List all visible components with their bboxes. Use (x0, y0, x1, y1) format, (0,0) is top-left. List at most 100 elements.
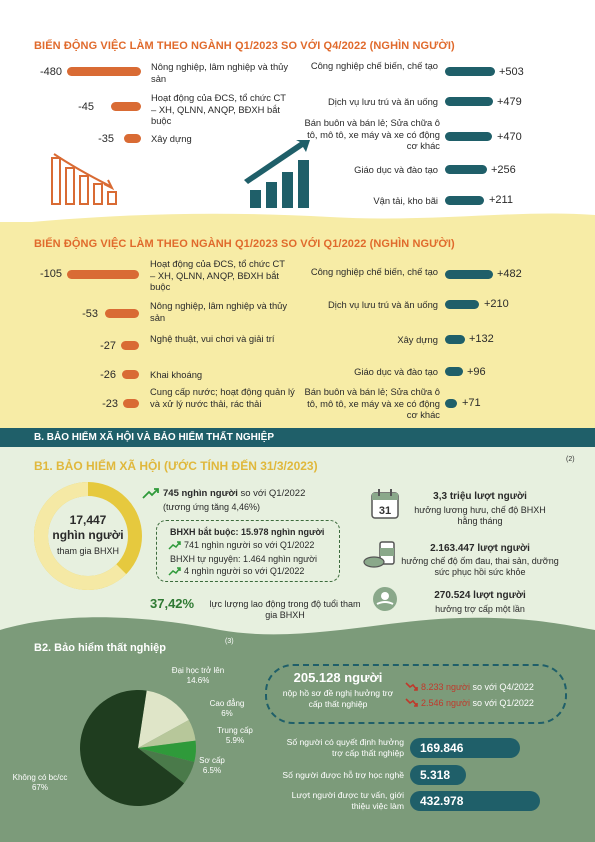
donut-unit: nghìn người (52, 528, 124, 542)
pie-label-text: Không có bc/cc (12, 773, 68, 782)
bar-pos (445, 97, 493, 106)
bar-neg (124, 134, 141, 143)
pie-label-primary: Sơ cấp 6.5% (182, 756, 242, 776)
label-pos: Giáo dục và đào tạo (354, 164, 438, 175)
label-pos: Giáo dục và đào tạo (354, 366, 438, 377)
bhxh-bb-inc: 741 nghìn người so với Q1/2022 (184, 540, 315, 550)
bar-pos (445, 335, 465, 344)
bar-pos (445, 67, 495, 76)
label-pos: Công nghiệp chế biến, chế tạo (310, 266, 438, 277)
pie-label-text: Cao đẳng (209, 699, 245, 708)
pie-label-text: Trung cấp (217, 726, 253, 735)
pie-label-none: Không có bc/cc 67% (0, 773, 80, 793)
bar-neg (122, 370, 139, 379)
pie-label-pct: 67% (31, 783, 48, 792)
label-neg: Nông nghiệp, lâm nghiệp và thủy sản (151, 61, 289, 84)
row-label: Lượt người được tư vấn, giới thiệu việc … (291, 790, 404, 811)
value-neg: -480 (39, 66, 62, 78)
bar-pos (445, 300, 479, 309)
b2-apply-box (265, 664, 567, 724)
b1-increase: 745 nghìn người so với Q1/2022 (163, 488, 363, 499)
section-band-b: B. BẢO HIỂM XÃ HỘI VÀ BẢO HIỂM THẤT NGHI… (0, 428, 595, 447)
bar-neg (111, 102, 141, 111)
value-pos: +71 (462, 397, 481, 409)
bar-pos (445, 165, 487, 174)
value-pos: +503 (499, 66, 524, 78)
b1-title: B1. BẢO HIỂM XÃ HỘI (ƯỚC TÍNH ĐẾN 31/3/2… (34, 459, 318, 473)
dec2: 2.546 người so với Q1/2022 (421, 698, 534, 708)
calendar-icon: 31 (371, 489, 399, 519)
value-pos: +132 (469, 333, 494, 345)
value-pos: +479 (497, 96, 522, 108)
pie-label-intermediate: Trung cấp 5.9% (205, 726, 265, 746)
trend-up-icon (142, 488, 159, 499)
label-neg: Hoạt động của ĐCS, tổ chức CT – XH, QLNN… (150, 258, 285, 292)
declining-chart-icon (51, 153, 117, 205)
trend-down-icon (405, 698, 418, 707)
label-neg: Cung cấp nước; hoạt động quản lý và xử l… (150, 386, 295, 409)
pie-slice (138, 740, 196, 763)
label-pos: Bán buôn và bán lẻ; Sửa chữa ô tô, mô tô… (304, 386, 440, 420)
dec1: 8.233 người so với Q4/2022 (421, 682, 534, 692)
bar-neg (67, 67, 141, 76)
b1-note: (2) (566, 456, 575, 463)
section-q4-compare (0, 20, 595, 230)
b1-increase-suffix: so với Q1/2022 (237, 488, 306, 499)
row-label: Số người có quyết định hưởng trợ cấp thấ… (286, 737, 404, 758)
value-neg: -27 (100, 340, 116, 352)
trend-down-icon (405, 682, 418, 691)
row-value-pill: 432.978 (410, 791, 540, 811)
pie-label-pct: 6% (221, 709, 233, 718)
bar-neg (123, 399, 139, 408)
b2-title: B2. Bảo hiểm thất nghiệp (34, 642, 167, 654)
pie-label-text: Sơ cấp (199, 756, 225, 765)
trend-up-icon (168, 567, 181, 576)
bar-pos (445, 270, 493, 279)
dec1-suffix: so với Q4/2022 (469, 682, 534, 692)
pie-label-pct: 6.5% (202, 766, 222, 775)
value-pos: +256 (491, 164, 516, 176)
bhxh-tn: BHXH tự nguyện: 1.464 nghìn người (170, 554, 318, 564)
b1-donut (34, 482, 142, 590)
label-pos: Công nghiệp chế biến, chế tạo (310, 60, 438, 71)
bar-pos (445, 196, 484, 205)
medicine-icon (363, 541, 395, 568)
value-neg: -35 (98, 133, 114, 145)
r2-sub: hưởng chế độ ốm đau, thai sản, dưỡng sức… (401, 556, 559, 577)
r3-sub: hưởng trợ cấp một lần (435, 604, 525, 614)
label-pos: Vận tải, kho bãi (373, 195, 438, 206)
label-pos: Dịch vụ lưu trú và ăn uống (328, 299, 438, 310)
dec2-suffix: so với Q1/2022 (469, 698, 534, 708)
label-neg: Hoạt động của ĐCS, tổ chức CT – XH, QLNN… (151, 92, 286, 126)
value-neg: -53 (82, 308, 98, 320)
pie-slice (138, 690, 189, 748)
section-q1-compare (0, 222, 595, 428)
b1-breakdown-box (156, 520, 340, 582)
pie-label-college: Cao đẳng 6% (197, 699, 257, 719)
r2-big: 2.163.447 lượt người (430, 543, 530, 554)
label-neg: Nông nghiệp, lâm nghiệp và thủy sản (150, 300, 288, 323)
donut-sub: tham gia BHXH (56, 546, 120, 556)
label-neg: Nghệ thuật, vui chơi và giải trí (150, 333, 275, 344)
r3-big: 270.524 lượt người (434, 590, 526, 601)
b1-increase-pct: (tương ứng tăng 4,46%) (163, 502, 261, 512)
pie-slice (79, 690, 185, 806)
value-pos: +470 (497, 131, 522, 143)
r1-big: 3,3 triệu lượt người (433, 491, 527, 502)
money-hand-icon (373, 587, 397, 611)
bar-neg (105, 309, 139, 318)
bhxh-tn-inc: 4 nghìn người so với Q1/2022 (184, 566, 305, 576)
r1-sub: hưởng lương hưu, chế độ BHXH hằng tháng (414, 505, 546, 526)
value-pos: +96 (467, 366, 486, 378)
section-title-q1: BIẾN ĐỘNG VIỆC LÀM THEO NGÀNH Q1/2023 SO… (34, 238, 455, 250)
trend-up-icon (168, 541, 181, 550)
value-neg: -45 (78, 101, 94, 113)
row-value-pill: 169.846 (410, 738, 520, 758)
value-pos: +211 (489, 194, 513, 206)
row-value-pill: 5.318 (410, 765, 466, 785)
apply-big: 205.128 người (293, 670, 383, 685)
pie-label-university: Đại học trở lên 14.6% (163, 666, 233, 686)
label-neg: Xây dựng (151, 133, 192, 144)
value-neg: -23 (102, 398, 118, 410)
